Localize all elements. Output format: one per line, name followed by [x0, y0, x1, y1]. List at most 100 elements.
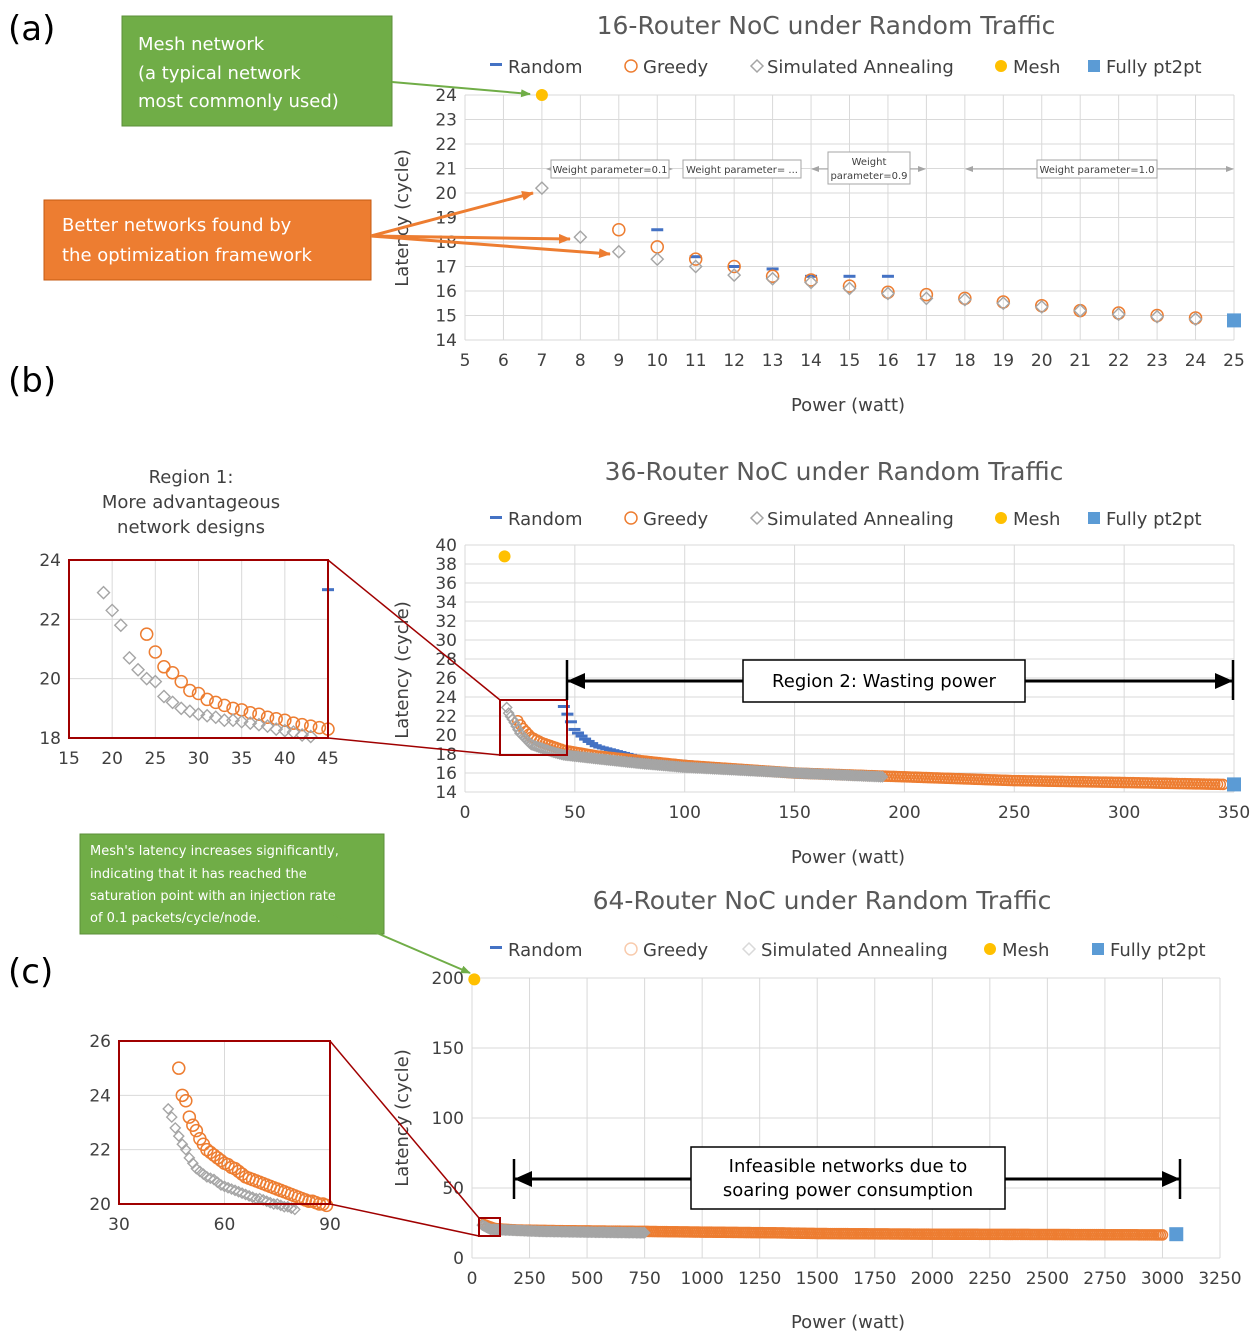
panel-label-a: (a) [8, 9, 55, 49]
mark-greedy-11 [1035, 298, 1049, 313]
x-tick-label: 30 [108, 1215, 130, 1235]
x-tick-label: 2500 [1026, 1269, 1069, 1289]
weight-label-3b: parameter=0.9 [830, 171, 907, 182]
chart-a-xticks: 5 6 7 8 9 10 11 12 13 14 15 16 17 18 19 20 21 22 23 24 25 [460, 351, 1245, 371]
mark-simulated-annealing-21 [236, 1187, 249, 1200]
x-tick-label: 30 [188, 749, 210, 769]
x-tick-label: 20 [1031, 351, 1053, 371]
mark-greedy-14 [260, 710, 275, 724]
y-tick-label: 100 [432, 1109, 464, 1129]
mark-simulated-annealing-5 [139, 671, 154, 686]
legend-random-marker [490, 516, 502, 519]
mark-simulated-annealing-3 [650, 252, 665, 267]
mark-simulated-annealing-22 [239, 1188, 252, 1201]
mark-simulated-annealing-4 [688, 259, 703, 274]
mark-greedy-18 [295, 717, 309, 732]
mark-simulated-annealing-15 [1111, 307, 1126, 322]
mesh-callout-arrow [391, 81, 531, 98]
mark-greedy-0 [612, 223, 626, 237]
x-tick-label: 13 [762, 351, 784, 371]
better-arrow-2 [370, 233, 571, 244]
legend-mesh-label: Mesh [1013, 509, 1060, 530]
mark-simulated-annealing-11 [957, 292, 972, 307]
mark-simulated-annealing-16 [234, 714, 249, 729]
mark-greedy-17 [286, 716, 301, 730]
mark-simulated-annealing-10 [919, 291, 934, 306]
mark-simulated-annealing-12 [200, 708, 215, 723]
mark-simulated-annealing-1 [105, 603, 120, 618]
mark-simulated-annealing-197 [872, 770, 885, 783]
chart-a-marks [534, 89, 1241, 328]
mark-random-5 [575, 734, 588, 738]
legend-random-label: Random [508, 509, 583, 530]
legend-full-marker [1088, 60, 1100, 72]
mark-simulated-annealing-18 [225, 1183, 238, 1196]
x-tick-label: 19 [992, 351, 1014, 371]
mark-simulated-annealing-0 [96, 585, 111, 600]
inset-c-grid [118, 1040, 331, 1205]
mark-greedy-9 [958, 291, 972, 306]
x-tick-label: 18 [954, 351, 976, 371]
mark-simulated-annealing-0 [534, 181, 549, 196]
y-tick-label: 20 [89, 1195, 111, 1215]
mark-random-7 [582, 739, 595, 743]
x-tick-label: 0 [460, 803, 471, 823]
x-tick-label: 45 [317, 749, 339, 769]
inset-c-source-box [478, 1217, 501, 1237]
x-tick-label: 250 [513, 1269, 545, 1289]
mark-greedy-2 [179, 1094, 193, 1108]
legend-random-label: Random [508, 940, 583, 961]
y-tick-label: 20 [435, 726, 457, 746]
mark-simulated-annealing-20 [232, 1185, 245, 1198]
mark-simulated-annealing-30 [267, 1198, 280, 1210]
legend-mesh-label: Mesh [1002, 940, 1049, 961]
x-tick-label: 3250 [1198, 1269, 1241, 1289]
x-tick-label: 1000 [681, 1269, 724, 1289]
mark-simulated-annealing-35 [285, 1202, 298, 1215]
mark-greedy-6 [842, 279, 857, 293]
mark-simulated-annealing-1 [573, 230, 588, 245]
mark-simulated-annealing-13 [208, 710, 223, 725]
weight-box-4 [1036, 159, 1158, 179]
mark-greedy-0 [139, 627, 154, 641]
x-tick-label: 25 [145, 749, 167, 769]
y-tick-label: 34 [435, 593, 457, 613]
chart-a-title: 16-Router NoC under Random Traffic [597, 11, 1056, 40]
mark-greedy-20 [312, 720, 327, 735]
chart-a-xlabel: Power (watt) [791, 395, 905, 416]
mark-mesh-0 [468, 973, 481, 986]
legend-sa-label: Simulated Annealing [761, 940, 948, 961]
mark-simulated-annealing-2 [113, 618, 128, 633]
mark-random-6 [579, 737, 592, 741]
y-tick-label: 22 [89, 1141, 111, 1161]
region1-source-box [499, 699, 568, 756]
mark-greedy-9 [217, 698, 232, 713]
mark-greedy-2 [688, 252, 703, 266]
mesh-callout-line-2: (a typical network [138, 63, 301, 84]
mark-simulated-annealing-6 [183, 1151, 196, 1164]
chart-b-xticks: 0 50 100 150 200 250 300 350 [460, 803, 1251, 823]
x-tick-label: 23 [1146, 351, 1168, 371]
y-tick-label: 28 [435, 650, 457, 670]
better-callout-line-2: the optimization framework [62, 245, 312, 266]
y-tick-label: 20 [435, 184, 457, 204]
zoom-line-b-top [327, 559, 501, 701]
region2-annotation: Region 2: Wasting power [565, 659, 1235, 703]
chart-c-xticks: 0 250 500 750 1000 1250 1500 1750 2000 2250 2500 27… [467, 1269, 1242, 1289]
legend-greedy-label: Greedy [643, 509, 709, 530]
weight-box-1 [550, 159, 670, 179]
chart-b-title: 36-Router NoC under Random Traffic [605, 457, 1064, 486]
mark-simulated-annealing-31 [271, 1198, 284, 1210]
x-tick-label: 25 [1223, 351, 1245, 371]
x-tick-label: 250 [998, 803, 1030, 823]
mark-simulated-annealing-16 [1150, 309, 1165, 324]
y-tick-label: 24 [435, 688, 457, 708]
y-tick-label: 17 [435, 258, 457, 278]
mark-simulated-annealing-2 [611, 244, 626, 259]
legend-mesh-marker [995, 512, 1007, 524]
mark-simulated-annealing-9 [880, 286, 895, 301]
inset-b-grid [68, 559, 329, 739]
y-tick-label: 32 [435, 612, 457, 632]
